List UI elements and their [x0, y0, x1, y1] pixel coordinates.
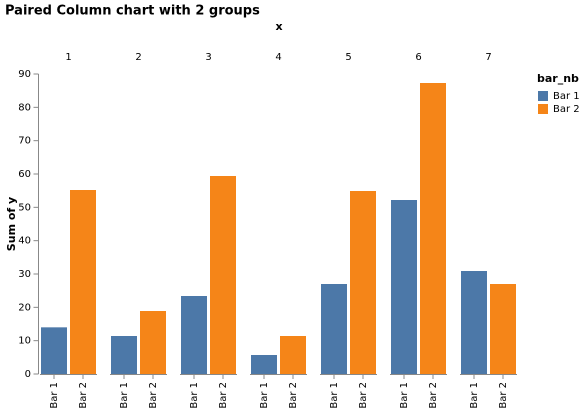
x-tick-label: Bar 2 [148, 382, 159, 409]
x-tick-label: Bar 2 [288, 382, 299, 409]
facet-label: 4 [275, 52, 281, 63]
facet-label: 1 [65, 52, 71, 63]
x-tick-label: Bar 1 [49, 382, 60, 409]
bar [321, 284, 347, 374]
y-tick-label: 80 [18, 102, 31, 113]
x-tick-label: Bar 2 [358, 382, 369, 409]
facet-label: 5 [345, 52, 351, 63]
legend-swatch [538, 91, 548, 101]
x-tick-label: Bar 2 [428, 382, 439, 409]
facet-label: 3 [205, 52, 211, 63]
y-tick-label: 10 [18, 336, 31, 347]
x-tick-label: Bar 2 [498, 382, 509, 409]
facet-label: 2 [135, 52, 141, 63]
bar [391, 200, 417, 374]
legend-swatch [538, 104, 548, 114]
bar [490, 284, 516, 374]
bar [41, 327, 67, 374]
legend-label: Bar 2 [553, 104, 580, 115]
facet-label: 6 [415, 52, 421, 63]
y-tick-label: 60 [18, 169, 31, 180]
x-tick-label: Bar 1 [329, 382, 340, 409]
x-tick-label: Bar 1 [469, 382, 480, 409]
bar [210, 176, 236, 374]
bar [70, 190, 96, 374]
x-tick-label: Bar 2 [78, 382, 89, 409]
legend-label: Bar 1 [553, 91, 580, 102]
y-tick-label: 50 [18, 202, 31, 213]
facet-label: 7 [485, 52, 491, 63]
x-tick-label: Bar 1 [189, 382, 200, 409]
x-tick-label: Bar 2 [218, 382, 229, 409]
bar [280, 336, 306, 374]
x-tick-label: Bar 1 [399, 382, 410, 409]
y-tick-label: 20 [18, 302, 31, 313]
bar [140, 311, 166, 374]
x-tick-label: Bar 1 [119, 382, 130, 409]
bar [251, 355, 277, 374]
y-tick-label: 90 [18, 69, 31, 80]
bar [461, 271, 487, 374]
y-tick-label: 30 [18, 269, 31, 280]
y-tick-label: 40 [18, 236, 31, 247]
bar [111, 336, 137, 374]
legend-title: bar_nb [537, 72, 579, 85]
bar [350, 191, 376, 374]
y-tick-label: 70 [18, 136, 31, 147]
bar [181, 296, 207, 374]
bar [420, 83, 446, 374]
facet-title: x [275, 20, 282, 33]
y-axis-title: Sum of y [5, 197, 18, 251]
y-tick-label: 0 [25, 369, 31, 380]
x-tick-label: Bar 1 [259, 382, 270, 409]
chart-title: Paired Column chart with 2 groups [5, 4, 260, 19]
